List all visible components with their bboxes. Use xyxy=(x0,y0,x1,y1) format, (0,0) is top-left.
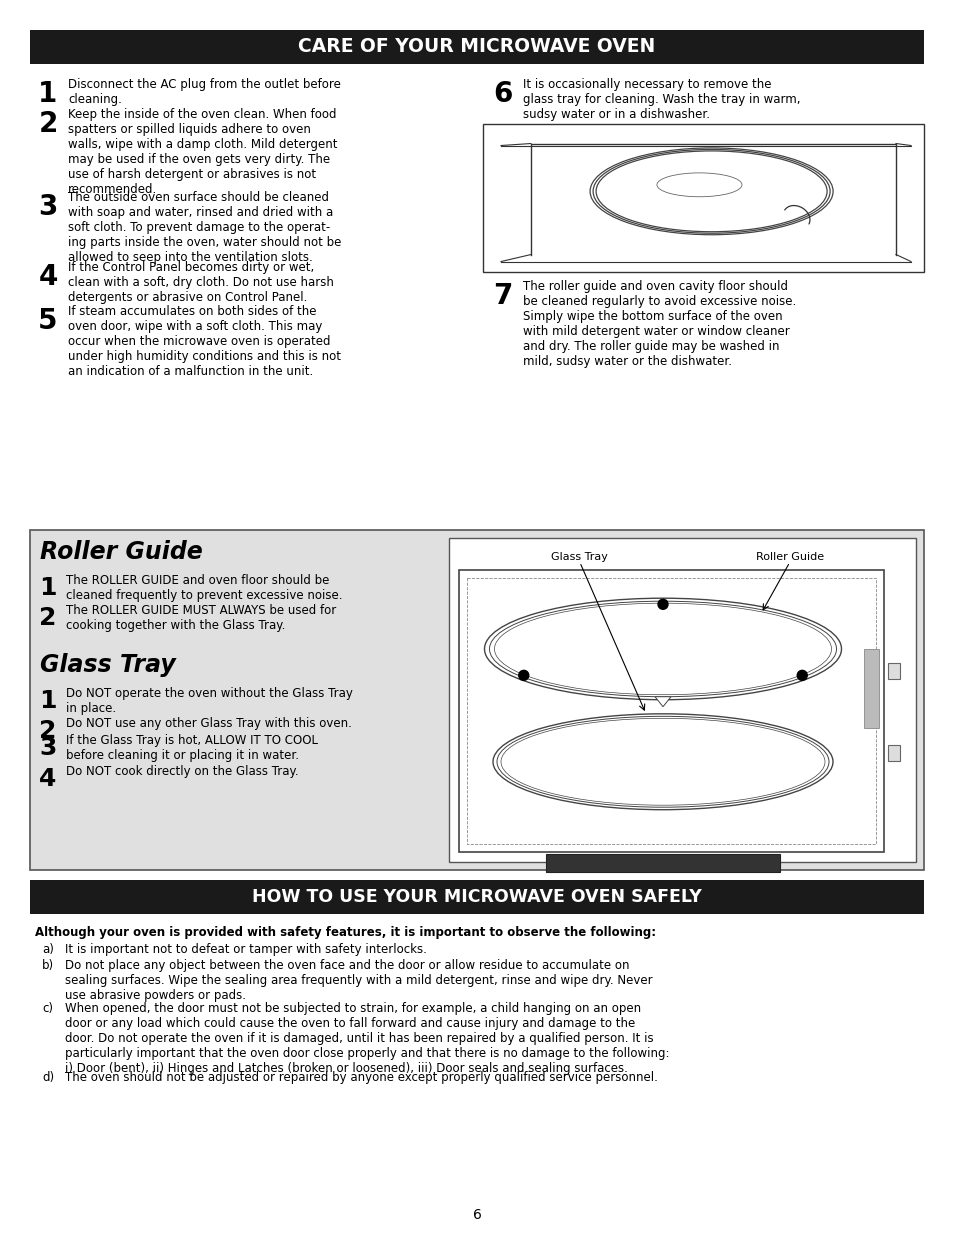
Bar xyxy=(449,538,915,862)
Circle shape xyxy=(797,671,806,680)
Text: 2: 2 xyxy=(39,606,56,630)
Text: Do NOT operate the oven without the Glass Tray
in place.: Do NOT operate the oven without the Glas… xyxy=(66,687,353,715)
Text: CARE OF YOUR MICROWAVE OVEN: CARE OF YOUR MICROWAVE OVEN xyxy=(298,37,655,57)
Text: Keep the inside of the oven clean. When food
spatters or spilled liquids adhere : Keep the inside of the oven clean. When … xyxy=(68,109,337,196)
Bar xyxy=(863,648,878,727)
Bar xyxy=(30,30,923,64)
Text: It is important not to defeat or tamper with safety interlocks.: It is important not to defeat or tamper … xyxy=(65,944,426,956)
Bar xyxy=(458,571,883,852)
Bar xyxy=(30,881,923,914)
Text: 4: 4 xyxy=(39,767,56,790)
Text: The outside oven surface should be cleaned
with soap and water, rinsed and dried: The outside oven surface should be clean… xyxy=(68,191,341,264)
Text: 2: 2 xyxy=(38,110,57,138)
Text: Roller Guide: Roller Guide xyxy=(755,552,823,562)
Text: 1: 1 xyxy=(38,80,57,107)
Text: Disconnect the AC plug from the outlet before
cleaning.: Disconnect the AC plug from the outlet b… xyxy=(68,78,340,106)
Text: 3: 3 xyxy=(38,194,57,221)
Text: 2: 2 xyxy=(39,719,56,743)
Text: Do NOT use any other Glass Tray with this oven.: Do NOT use any other Glass Tray with thi… xyxy=(66,718,352,730)
Text: The ROLLER GUIDE MUST ALWAYS be used for
cooking together with the Glass Tray.: The ROLLER GUIDE MUST ALWAYS be used for… xyxy=(66,604,335,632)
Text: 6: 6 xyxy=(472,1208,481,1221)
Text: When opened, the door must not be subjected to strain, for example, a child hang: When opened, the door must not be subjec… xyxy=(65,1002,669,1074)
Text: d): d) xyxy=(42,1071,54,1083)
Text: The oven should not be adjusted or repaired by anyone except properly qualified : The oven should not be adjusted or repai… xyxy=(65,1071,658,1083)
Text: Roller Guide: Roller Guide xyxy=(40,540,203,564)
Text: 3: 3 xyxy=(39,736,56,761)
Bar xyxy=(482,124,923,272)
Text: Glass Tray: Glass Tray xyxy=(40,653,175,677)
Bar xyxy=(467,578,875,844)
Text: 4: 4 xyxy=(38,263,57,291)
Text: Glass Tray: Glass Tray xyxy=(551,552,608,562)
Text: The ROLLER GUIDE and oven floor should be
cleaned frequently to prevent excessiv: The ROLLER GUIDE and oven floor should b… xyxy=(66,574,342,601)
Text: It is occasionally necessary to remove the
glass tray for cleaning. Wash the tra: It is occasionally necessary to remove t… xyxy=(522,78,800,121)
Text: a): a) xyxy=(42,944,53,956)
Text: 7: 7 xyxy=(493,282,512,310)
Circle shape xyxy=(518,671,528,680)
Text: b): b) xyxy=(42,960,54,972)
Text: If the Control Panel becomes dirty or wet,
clean with a soft, dry cloth. Do not : If the Control Panel becomes dirty or we… xyxy=(68,262,334,304)
Text: 5: 5 xyxy=(38,306,58,335)
Bar xyxy=(887,663,899,679)
Bar xyxy=(30,530,923,869)
Text: 1: 1 xyxy=(39,689,56,713)
Text: The roller guide and oven cavity floor should
be cleaned regularly to avoid exce: The roller guide and oven cavity floor s… xyxy=(522,279,796,368)
Text: If the Glass Tray is hot, ALLOW IT TO COOL
before cleaning it or placing it in w: If the Glass Tray is hot, ALLOW IT TO CO… xyxy=(66,735,317,762)
Text: c): c) xyxy=(42,1002,53,1015)
Text: Although your oven is provided with safety features, it is important to observe : Although your oven is provided with safe… xyxy=(35,926,656,939)
Bar xyxy=(545,853,779,872)
Text: 1: 1 xyxy=(39,576,56,600)
Polygon shape xyxy=(655,697,670,706)
Text: If steam accumulates on both sides of the
oven door, wipe with a soft cloth. Thi: If steam accumulates on both sides of th… xyxy=(68,305,340,378)
Text: HOW TO USE YOUR MICROWAVE OVEN SAFELY: HOW TO USE YOUR MICROWAVE OVEN SAFELY xyxy=(252,888,701,906)
Bar xyxy=(887,745,899,761)
Text: Do NOT cook directly on the Glass Tray.: Do NOT cook directly on the Glass Tray. xyxy=(66,764,298,778)
Text: 6: 6 xyxy=(493,80,512,107)
Circle shape xyxy=(658,599,667,609)
Text: Do not place any object between the oven face and the door or allow residue to a: Do not place any object between the oven… xyxy=(65,960,652,1002)
